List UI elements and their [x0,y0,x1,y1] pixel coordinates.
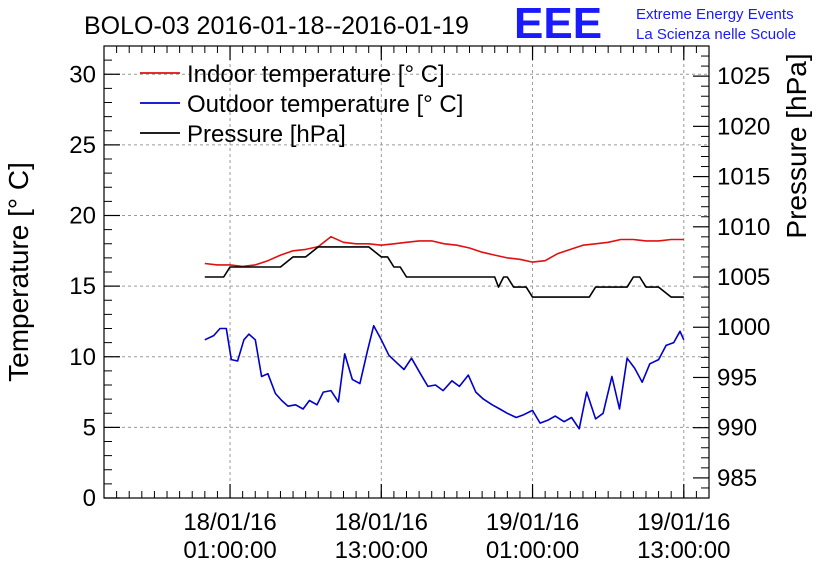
y2-tick-label: 995 [717,364,757,391]
series-lines [204,235,685,430]
x-tick-label-date: 18/01/16 [335,509,428,536]
y2-tick-label: 990 [717,415,757,442]
y-tick-label: 20 [69,203,96,230]
x-tick-label-time: 13:00:00 [637,537,730,564]
logo-line-2: La Scienza nelle Scuole [636,26,796,43]
series-line-3 [204,246,684,298]
y-tick-label: 10 [69,344,96,371]
eee-logo: EEE Extreme Energy Events La Scienza nel… [514,0,796,48]
y-tick-label: 0 [83,485,96,512]
x-tick-label-date: 19/01/16 [637,509,730,536]
y2-tick-label: 1025 [717,63,770,90]
y2-tick-label: 985 [717,465,757,492]
x-tick-label-date: 19/01/16 [486,509,579,536]
legend-entry-label: Indoor temperature [° C] [187,61,445,88]
y-axis-label: Temperature [° C] [3,162,34,382]
legend-entry-label: Outdoor temperature [° C] [187,91,463,118]
series-line-1 [204,235,684,268]
y-tick-label: 25 [69,132,96,159]
y2-tick-label: 1020 [717,113,770,140]
x-tick-label-time: 01:00:00 [183,537,276,564]
logo-line-1: Extreme Energy Events [636,6,794,23]
chart-title: BOLO-03 2016-01-18--2016-01-19 [84,12,469,40]
legend-entry-label: Pressure [hPa] [187,121,346,148]
series-line-2 [204,324,685,430]
y2-tick-label: 1010 [717,214,770,241]
y2-tick-label: 1005 [717,264,770,291]
x-tick-label-date: 18/01/16 [183,509,276,536]
axes: 18/01/1601:00:0018/01/1613:00:0019/01/16… [69,45,770,564]
y-tick-label: 30 [69,61,96,88]
grid-lines [104,46,709,498]
x-tick-label-time: 01:00:00 [486,537,579,564]
y-tick-label: 5 [83,414,96,441]
legend: Indoor temperature [° C] Outdoor temperat… [140,61,463,148]
y2-tick-label: 1015 [717,164,770,191]
x-tick-label-time: 13:00:00 [335,537,428,564]
logo-mark: EEE [514,0,602,48]
y2-axis-label: Pressure [hPa] [781,53,812,238]
y2-tick-label: 1000 [717,314,770,341]
y-tick-label: 15 [69,273,96,300]
